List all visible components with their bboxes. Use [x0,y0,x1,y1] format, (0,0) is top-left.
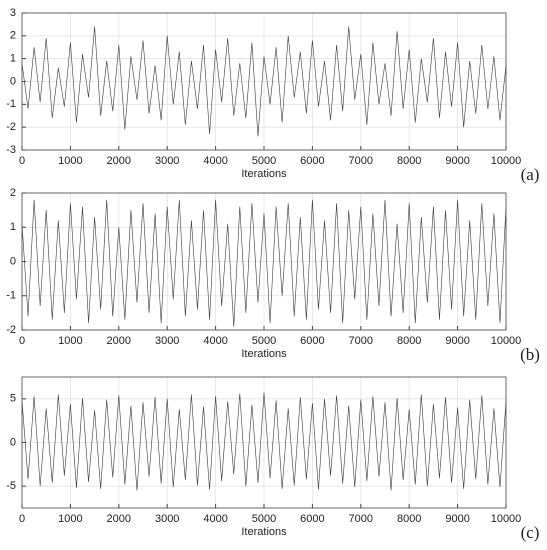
panel-label: (c) [521,523,540,542]
y-tick-label: -2 [6,121,16,133]
x-tick-label: 5000 [252,155,276,167]
x-tick-label: 3000 [155,155,179,167]
x-tick-label: 2000 [107,335,131,347]
x-tick-label: 6000 [300,155,324,167]
y-tick-label: -1 [6,98,16,110]
y-tick-label: 1 [10,221,16,233]
plot-frame [21,192,507,331]
y-tick-label: -5 [6,480,16,492]
x-tick-label: 0 [19,513,25,525]
panel-label: (b) [520,345,540,364]
y-tick-label: 0 [10,255,16,267]
x-tick-label: 3000 [155,335,179,347]
x-tick-label: 2000 [107,155,131,167]
x-tick-label: 4000 [203,155,227,167]
signal-line [21,26,507,137]
x-axis-label: Iterations [241,348,287,360]
x-tick-label: 9000 [445,335,469,347]
x-tick-label: 3000 [155,513,179,525]
x-tick-label: 10000 [491,155,522,167]
x-tick-label: 10000 [491,335,522,347]
x-tick-label: 1000 [58,155,82,167]
x-tick-label: 8000 [397,155,421,167]
x-tick-label: 1000 [58,513,82,525]
y-tick-label: -1 [6,290,16,302]
x-tick-label: 9000 [445,155,469,167]
x-tick-label: 6000 [300,513,324,525]
x-tick-label: 8000 [397,335,421,347]
x-tick-label: 4000 [203,513,227,525]
y-tick-label: 3 [10,7,16,19]
x-tick-label: 5000 [252,335,276,347]
panel-label: (a) [521,165,540,184]
y-tick-label: 2 [10,187,16,199]
x-tick-label: 5000 [252,513,276,525]
plot-frame [21,376,507,509]
x-tick-label: 7000 [349,513,373,525]
plot-frame [21,12,507,151]
signal-line [21,392,507,491]
y-tick-label: 0 [10,436,16,448]
x-tick-label: 9000 [445,513,469,525]
x-tick-label: 0 [19,335,25,347]
x-tick-label: 10000 [491,513,522,525]
signal-line [21,199,507,327]
x-tick-label: 1000 [58,335,82,347]
x-tick-label: 7000 [349,335,373,347]
x-tick-label: 8000 [397,513,421,525]
x-tick-label: 4000 [203,335,227,347]
y-tick-label: -2 [6,324,16,336]
y-tick-label: 5 [10,393,16,405]
y-tick-label: 1 [10,53,16,65]
y-tick-label: 0 [10,75,16,87]
y-tick-label: 2 [10,30,16,42]
x-axis-label: Iterations [241,526,287,538]
y-tick-label: -3 [6,144,16,156]
x-tick-label: 6000 [300,335,324,347]
x-tick-label: 7000 [349,155,373,167]
x-axis-label: Iterations [241,168,287,180]
x-tick-label: 0 [19,155,25,167]
x-tick-label: 2000 [107,513,131,525]
